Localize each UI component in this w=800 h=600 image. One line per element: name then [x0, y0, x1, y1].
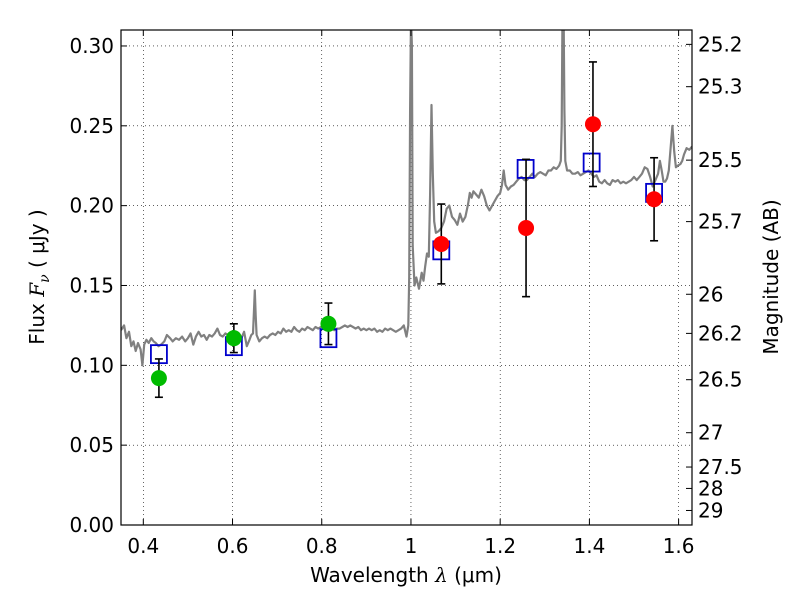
- x-tick-label: 1.2: [484, 534, 516, 558]
- red-data-point: [433, 235, 450, 252]
- y2-axis-title: Magnitude (AB): [759, 199, 783, 354]
- plot-points: [150, 61, 663, 399]
- y2-tick-label: 26.2: [698, 321, 743, 345]
- red-data-point: [646, 191, 663, 208]
- y2-tick-label: 27: [698, 421, 723, 445]
- y2-tick-label: 25.2: [698, 32, 743, 56]
- plot-frame: [120, 29, 693, 526]
- y2-tick-label: 25.5: [698, 148, 743, 172]
- spectrum-line: [121, 30, 692, 367]
- y-tick-label: 0.00: [69, 513, 114, 537]
- x-axis-title: Wavelength λ (μm): [310, 563, 502, 587]
- axis-ticks: 0.4 0.6 0.8 1 1.2 1.4 1.6 0.00 0.05 0.10 0.15 0.20 0…: [69, 30, 743, 558]
- y2-tick-label: 25.7: [698, 210, 743, 234]
- y2-tick-label: 25.3: [698, 75, 743, 99]
- green-data-point: [225, 330, 242, 347]
- y-tick-label: 0.10: [69, 353, 114, 377]
- x-tick-label: 1: [405, 534, 418, 558]
- grid: [121, 30, 692, 526]
- y2-tick-label: 27.5: [698, 455, 743, 479]
- y2-tick-label: 26: [698, 282, 723, 306]
- green-data-point: [320, 315, 337, 332]
- y-tick-label: 0.30: [69, 34, 114, 58]
- y-axis-title: Flux Fν ( μJy ): [25, 209, 53, 344]
- x-tick-label: 0.4: [127, 534, 159, 558]
- y-tick-label: 0.05: [69, 433, 114, 457]
- x-tick-label: 1.6: [663, 534, 695, 558]
- y-tick-label: 0.20: [69, 194, 114, 218]
- red-data-point: [518, 220, 535, 236]
- green-data-point: [150, 370, 167, 387]
- y-tick-label: 0.25: [69, 114, 114, 138]
- x-tick-label: 0.6: [217, 534, 249, 558]
- red-data-point: [584, 116, 601, 133]
- y-tick-label: 0.15: [69, 273, 114, 297]
- y2-tick-label: 29: [698, 498, 723, 522]
- y2-tick-label: 26.5: [698, 368, 743, 392]
- plot-data: [121, 30, 692, 367]
- x-tick-label: 1.4: [573, 534, 605, 558]
- y2-tick-label: 28: [698, 476, 723, 500]
- x-tick-label: 0.8: [306, 534, 338, 558]
- model-box-marker: [582, 152, 601, 173]
